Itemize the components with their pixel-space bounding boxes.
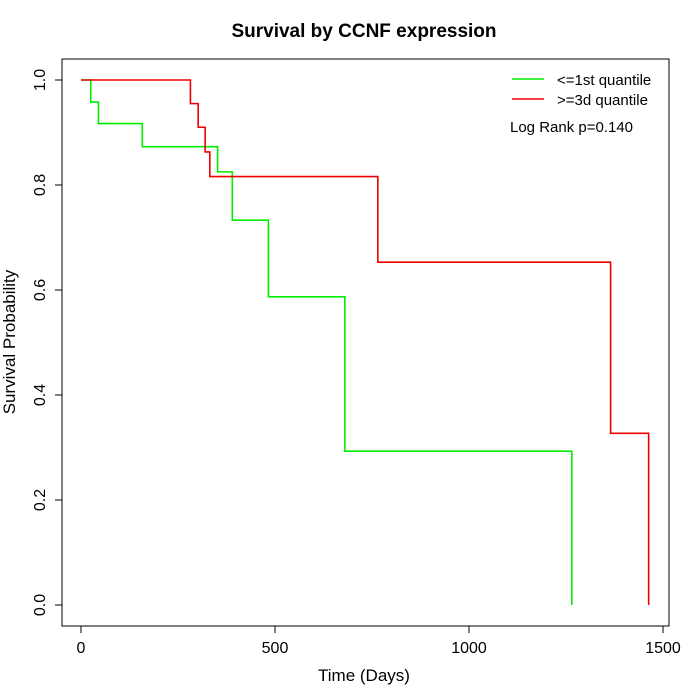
legend-label-low: <=1st quantile — [557, 72, 651, 89]
y-tick-label: 1.0 — [32, 69, 49, 91]
y-tick-label: 0.2 — [32, 489, 49, 511]
y-tick-label: 0.4 — [32, 384, 49, 406]
plot-frame — [61, 58, 670, 627]
chart-title: Survival by CCNF expression — [231, 21, 496, 42]
x-tick-label: 1500 — [645, 640, 681, 657]
series-group — [81, 79, 650, 605]
x-axis: 0 500 1000 1500 — [77, 625, 681, 657]
legend: <=1st quantile >=3d quantile — [512, 72, 651, 109]
y-axis-label: Survival Probability — [0, 269, 19, 414]
y-axis: 0.0 0.2 0.4 0.6 0.8 1.0 — [32, 69, 63, 616]
x-tick-label: 1000 — [451, 640, 487, 657]
x-tick-label: 500 — [262, 640, 289, 657]
y-tick-label: 0.0 — [32, 594, 49, 616]
x-tick-label: 0 — [77, 640, 86, 657]
y-tick-label: 0.6 — [32, 279, 49, 301]
series-line-high — [81, 79, 650, 605]
legend-label-high: >=3d quantile — [557, 92, 648, 109]
log-rank-annotation: Log Rank p=0.140 — [510, 119, 633, 136]
x-axis-label: Time (Days) — [318, 666, 410, 685]
y-tick-label: 0.8 — [32, 174, 49, 196]
series-line-low — [81, 79, 573, 605]
